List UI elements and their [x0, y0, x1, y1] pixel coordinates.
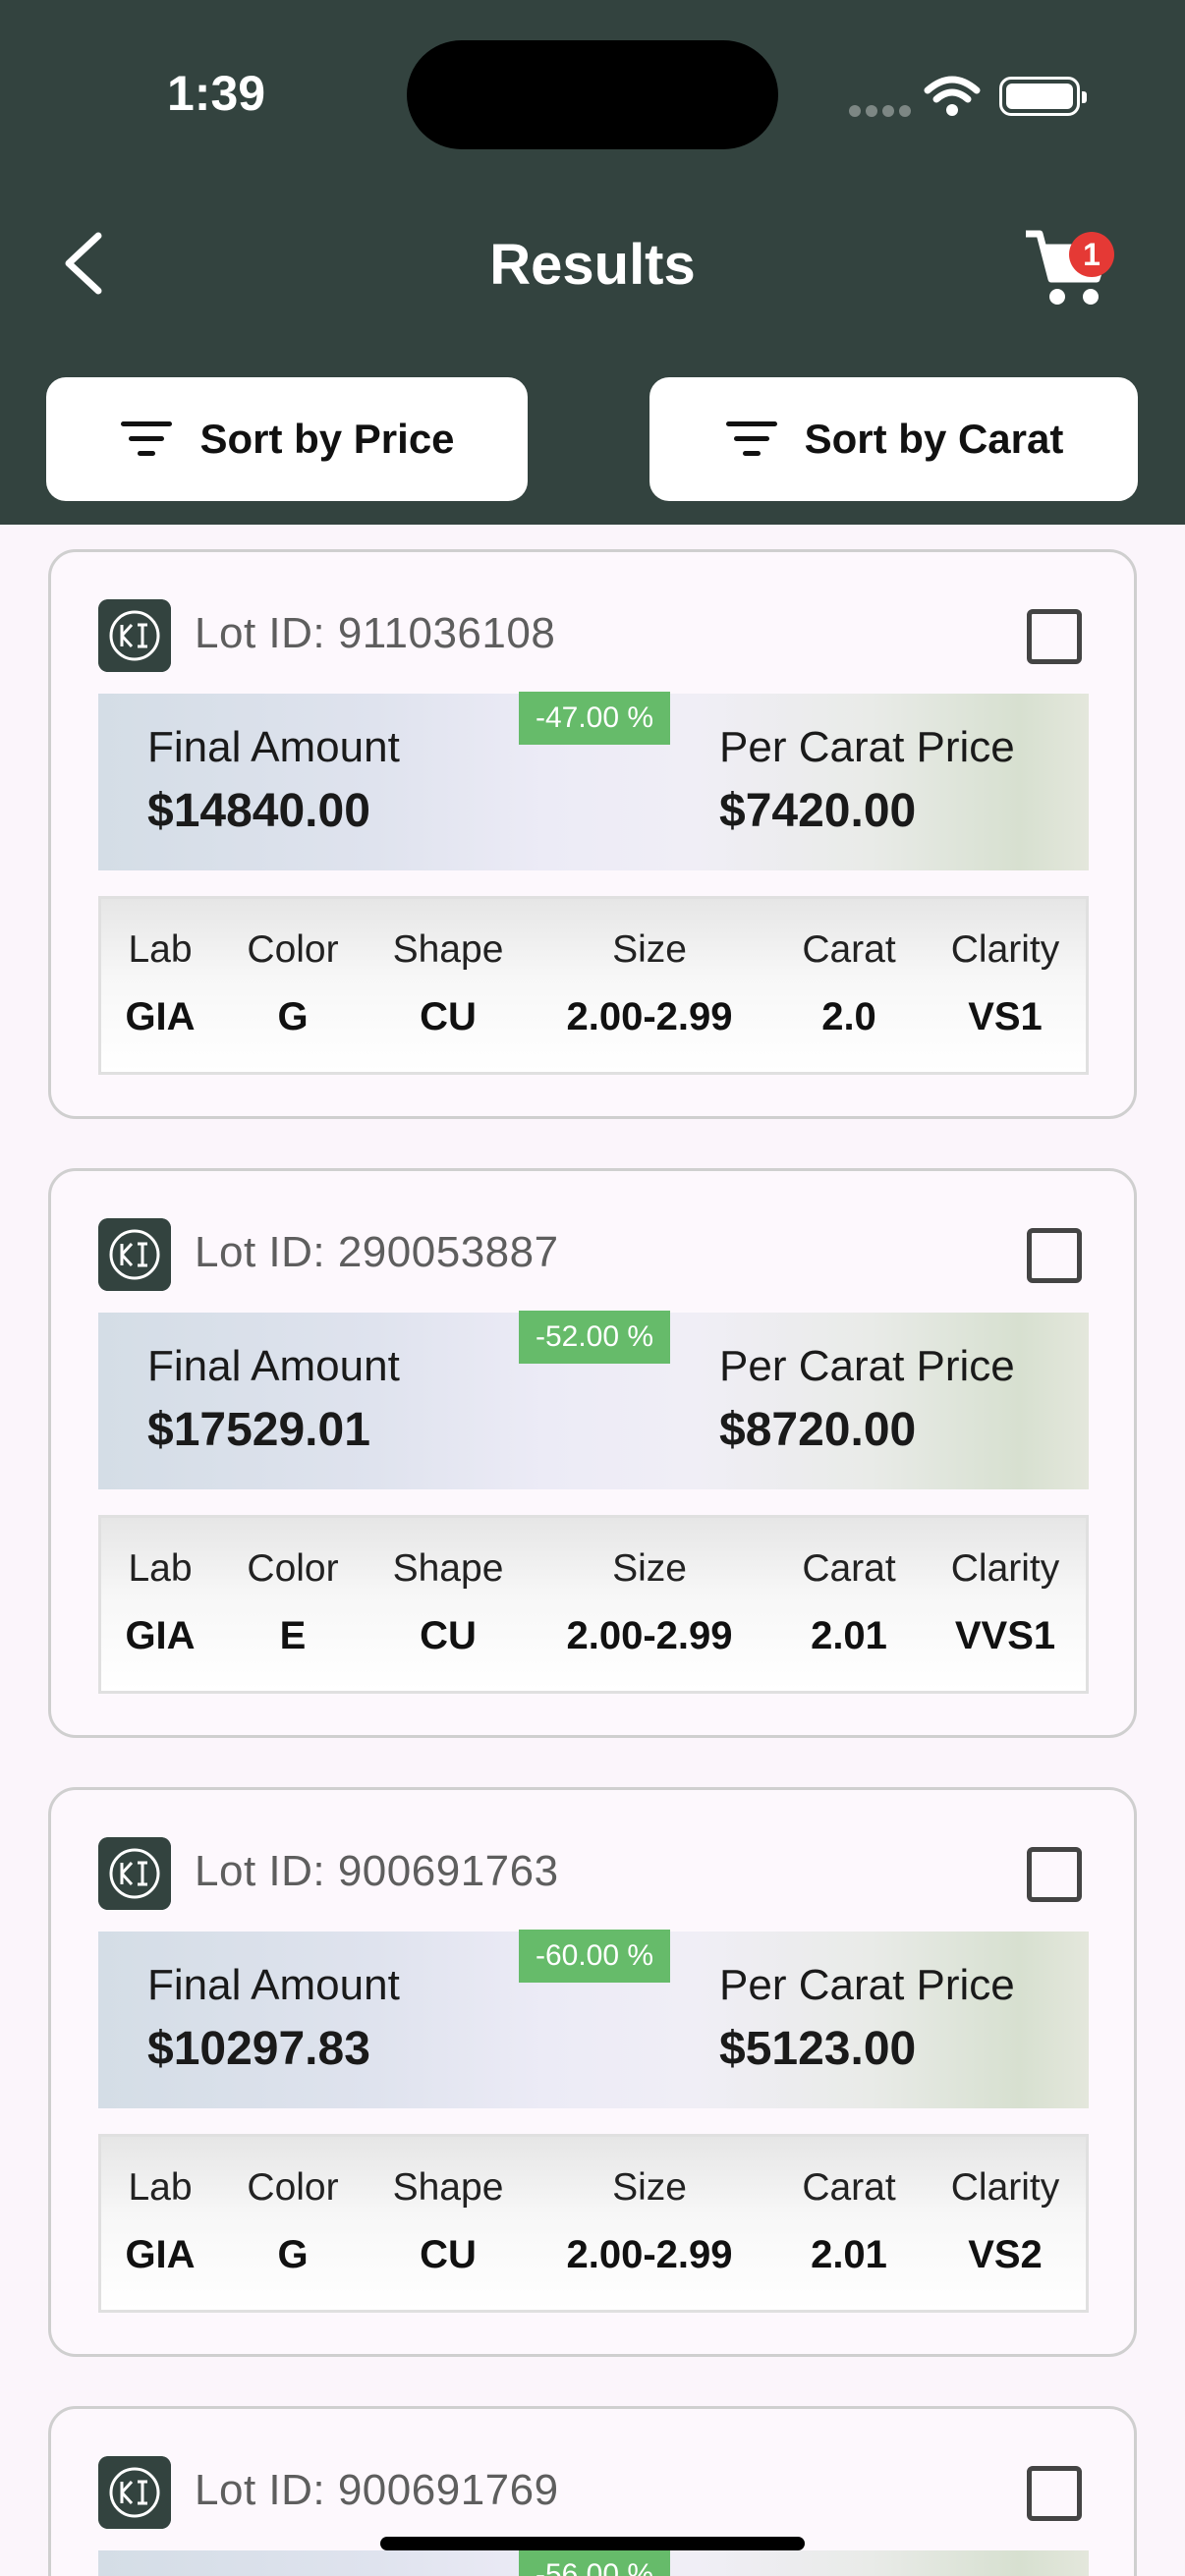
shape-value: CU: [420, 1614, 477, 1657]
price-box: -47.00 % Final Amount $14840.00 Per Cara…: [98, 692, 1089, 870]
discount-badge: -56.00 %: [519, 2548, 670, 2576]
cart-count-badge: 1: [1069, 232, 1114, 277]
color-value: E: [279, 1614, 307, 1657]
per-carat-label: Per Carat Price: [719, 1342, 1015, 1390]
lot-id: Lot ID: 290053887: [195, 1228, 559, 1276]
size-header: Size: [612, 1547, 687, 1590]
size-value: 2.00-2.99: [566, 2233, 733, 2276]
carat-header: Carat: [802, 1547, 896, 1590]
final-amount-label: Final Amount: [147, 1961, 400, 2009]
lab-header: Lab: [128, 928, 193, 971]
clarity-header: Clarity: [950, 2166, 1060, 2209]
battery-icon: [999, 77, 1087, 116]
size-value: 2.00-2.99: [566, 995, 733, 1038]
status-time: 1:39: [167, 66, 266, 121]
shape-value: CU: [420, 2233, 477, 2276]
diamond-result-card[interactable]: Lot ID: 290053887 -52.00 % Final Amount …: [48, 1168, 1137, 1738]
home-indicator[interactable]: [380, 2537, 805, 2550]
lab-header: Lab: [128, 1547, 193, 1590]
shape-header: Shape: [392, 928, 504, 971]
final-amount-label: Final Amount: [147, 723, 400, 771]
dynamic-island: [407, 40, 778, 149]
per-carat-value: $7420.00: [719, 785, 917, 837]
carat-value: 2.01: [811, 1614, 887, 1657]
select-checkbox[interactable]: [1027, 1847, 1082, 1902]
per-carat-value: $8720.00: [719, 1404, 917, 1456]
shape-value: CU: [420, 995, 477, 1038]
carat-header: Carat: [802, 928, 896, 971]
wifi-icon: [924, 76, 981, 116]
clarity-value: VVS1: [954, 1614, 1056, 1657]
size-header: Size: [612, 928, 687, 971]
lot-id: Lot ID: 900691763: [195, 1847, 559, 1895]
clarity-value: VS1: [968, 995, 1043, 1038]
brand-logo-icon: [98, 599, 171, 672]
discount-badge: -60.00 %: [519, 1930, 670, 1983]
color-header: Color: [247, 928, 339, 971]
discount-badge: -47.00 %: [519, 692, 670, 745]
color-value: G: [277, 2233, 309, 2276]
carat-value: 2.01: [811, 2233, 887, 2276]
carat-value: 2.0: [821, 995, 876, 1038]
lot-id: Lot ID: 900691769: [195, 2466, 559, 2514]
brand-logo-icon: [98, 1218, 171, 1291]
diamond-result-card[interactable]: Lot ID: 900691763 -60.00 % Final Amount …: [48, 1787, 1137, 2357]
spec-table: Lab GIA Color G Shape CU Size 2.00-2.99 Cara…: [98, 2134, 1089, 2313]
sort-by-carat-button[interactable]: Sort by Carat: [649, 377, 1138, 501]
diamond-result-card[interactable]: Lot ID: 900691769 -56.00 %: [48, 2406, 1137, 2576]
color-value: G: [277, 995, 309, 1038]
page-title: Results: [489, 233, 696, 297]
sort-icon: [725, 421, 777, 456]
sort-icon: [121, 421, 173, 456]
color-header: Color: [247, 1547, 339, 1590]
final-amount-value: $10297.83: [147, 2023, 370, 2075]
clarity-value: VS2: [968, 2233, 1043, 2276]
color-header: Color: [247, 2166, 339, 2209]
select-checkbox[interactable]: [1027, 2466, 1082, 2521]
price-box: -56.00 %: [98, 2548, 1089, 2576]
select-checkbox[interactable]: [1027, 609, 1082, 664]
sort-by-price-label: Sort by Price: [199, 416, 455, 462]
spec-table: Lab GIA Color G Shape CU Size 2.00-2.99 Cara…: [98, 896, 1089, 1075]
clarity-header: Clarity: [950, 928, 1060, 971]
lot-id: Lot ID: 911036108: [195, 609, 556, 657]
carat-header: Carat: [802, 2166, 896, 2209]
shape-header: Shape: [392, 1547, 504, 1590]
cellular-signal-icon: [849, 104, 916, 122]
clarity-header: Clarity: [950, 1547, 1060, 1590]
final-amount-value: $14840.00: [147, 785, 370, 837]
brand-logo-icon: [98, 2456, 171, 2529]
sort-by-price-button[interactable]: Sort by Price: [46, 377, 528, 501]
per-carat-label: Per Carat Price: [719, 723, 1015, 771]
final-amount-value: $17529.01: [147, 1404, 370, 1456]
per-carat-value: $5123.00: [719, 2023, 917, 2075]
lab-value: GIA: [125, 2233, 196, 2276]
lab-value: GIA: [125, 1614, 196, 1657]
size-header: Size: [612, 2166, 687, 2209]
shape-header: Shape: [392, 2166, 504, 2209]
per-carat-label: Per Carat Price: [719, 1961, 1015, 2009]
lab-value: GIA: [125, 995, 196, 1038]
app-header: 1:39 Results 1 Sort by Price Sort by Car…: [0, 0, 1185, 525]
select-checkbox[interactable]: [1027, 1228, 1082, 1283]
price-box: -52.00 % Final Amount $17529.01 Per Cara…: [98, 1311, 1089, 1489]
size-value: 2.00-2.99: [566, 1614, 733, 1657]
discount-badge: -52.00 %: [519, 1311, 670, 1364]
diamond-result-card[interactable]: Lot ID: 911036108 -47.00 % Final Amount …: [48, 549, 1137, 1119]
spec-table: Lab GIA Color E Shape CU Size 2.00-2.99 Cara…: [98, 1515, 1089, 1694]
sort-by-carat-label: Sort by Carat: [804, 416, 1064, 462]
brand-logo-icon: [98, 1837, 171, 1910]
back-button[interactable]: [55, 224, 110, 303]
price-box: -60.00 % Final Amount $10297.83 Per Cara…: [98, 1930, 1089, 2108]
lab-header: Lab: [128, 2166, 193, 2209]
final-amount-label: Final Amount: [147, 1342, 400, 1390]
